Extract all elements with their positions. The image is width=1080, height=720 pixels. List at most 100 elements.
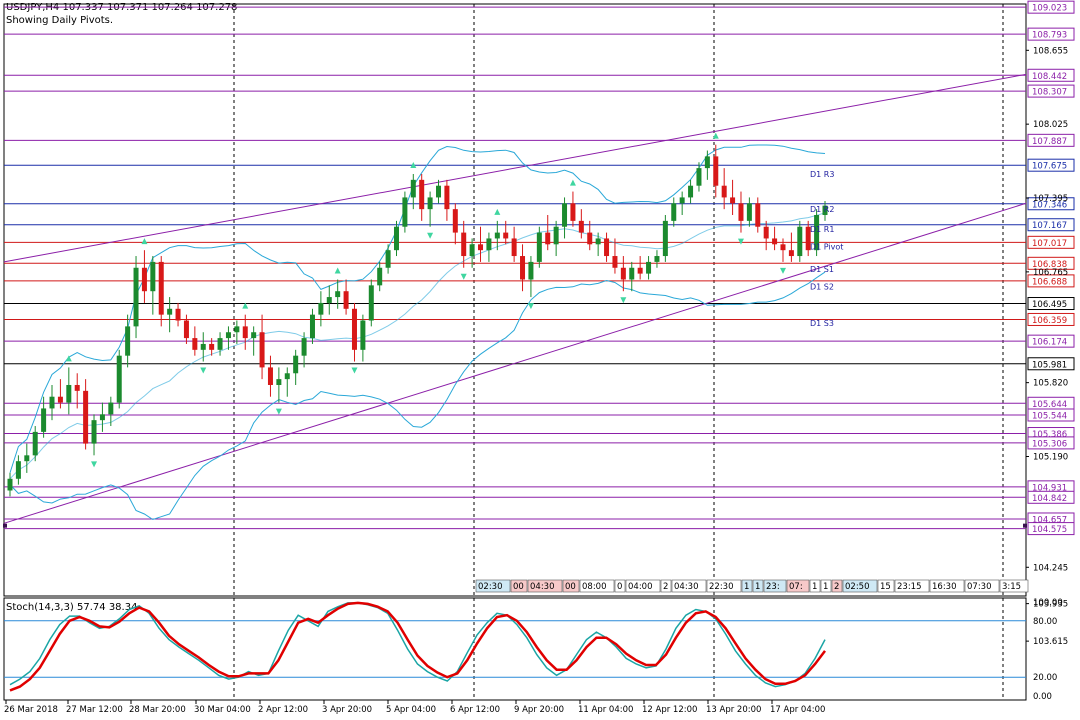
x-axis-label: 26 Mar 2018 — [4, 705, 58, 715]
pivot-label: D1 R3 — [810, 170, 834, 179]
price-level-tag-label: 106.495 — [1032, 300, 1067, 310]
candle-body — [562, 203, 568, 227]
price-level-tag-label: 104.842 — [1032, 494, 1067, 504]
session-box-label: 08:00 — [582, 582, 607, 592]
x-axis-label: 28 Mar 20:00 — [129, 705, 186, 715]
x-axis-label: 17 Apr 04:00 — [770, 705, 825, 715]
x-axis-label: 12 Apr 12:00 — [642, 705, 697, 715]
candle-body — [427, 197, 433, 210]
candle-body — [730, 197, 736, 204]
session-box-label: 07: — [789, 582, 803, 592]
candle-body — [293, 355, 299, 374]
price-level-tag-label: 105.544 — [1032, 412, 1067, 422]
axis-tick-label: 107.395 — [1033, 194, 1068, 204]
candle-body — [679, 197, 685, 204]
candle-body — [108, 402, 114, 415]
price-level-tag — [1027, 408, 1075, 422]
session-box — [562, 579, 580, 593]
pivot-label: D1 S2 — [810, 283, 834, 292]
x-axis-label: 3 Apr 20:00 — [322, 705, 372, 715]
price-level-tag — [1027, 436, 1075, 450]
x-axis-label: 11 Apr 04:00 — [578, 705, 633, 715]
candle-body — [217, 338, 223, 350]
fractal-up-icon — [141, 238, 148, 245]
candle-body — [83, 390, 89, 444]
candle-body — [738, 203, 744, 221]
candle-body — [74, 384, 80, 391]
candle-body — [335, 291, 341, 298]
fractal-up-icon — [242, 302, 249, 309]
price-panel-frame — [3, 3, 1027, 597]
price-level-tag — [1027, 27, 1075, 41]
session-box — [671, 579, 707, 593]
session-box-label: 1 — [823, 582, 828, 592]
session-box — [527, 579, 563, 593]
axis-tick-label: 106.765 — [1033, 268, 1068, 278]
edge-marker — [3, 523, 7, 528]
candle-body — [805, 226, 811, 251]
candle-body — [49, 396, 55, 409]
candle-body — [133, 267, 139, 327]
candle-body — [125, 326, 131, 356]
session-box — [820, 579, 832, 593]
candle-body — [511, 238, 517, 257]
fractal-down-icon — [351, 367, 358, 374]
axis-tick-label: 105.190 — [1033, 452, 1068, 462]
candle-body — [175, 308, 181, 321]
candle-body — [528, 261, 534, 280]
candle-body — [91, 420, 97, 444]
candle-body — [7, 478, 13, 491]
price-level-tag-label: 106.838 — [1032, 260, 1067, 270]
session-box — [842, 579, 878, 593]
session-box-label: 2 — [663, 582, 668, 592]
stoch-panel-frame — [3, 597, 1027, 701]
pivot-label: D1 R1 — [810, 225, 834, 234]
session-box-label: 00 — [565, 582, 576, 592]
candle-body — [578, 220, 584, 233]
candle-body — [755, 203, 761, 227]
candle-body — [402, 197, 408, 227]
candle-body — [234, 326, 240, 333]
session-box-label: 23: — [766, 582, 780, 592]
pivot-label: D1 S1 — [810, 265, 834, 274]
trendline-lower — [3, 202, 1027, 524]
candle-body — [99, 414, 105, 421]
price-level-tag-label: 105.386 — [1032, 430, 1067, 440]
candle-body — [192, 338, 198, 350]
price-level-tag — [1027, 0, 1075, 14]
price-level-tag — [1027, 197, 1075, 211]
candle-body — [351, 308, 357, 350]
x-axis-label: 5 Apr 04:00 — [386, 705, 436, 715]
price-level-tag-label: 108.307 — [1032, 88, 1067, 98]
price-level-tag — [1027, 357, 1075, 371]
candle-body — [267, 367, 273, 385]
pivot-label: D1 Pivot — [810, 243, 843, 252]
candle-body — [721, 185, 727, 198]
pivot-label: D1 R2 — [810, 205, 834, 214]
candle-body — [788, 250, 794, 257]
session-box — [660, 579, 672, 593]
price-level-tag — [1027, 522, 1075, 536]
stoch-axis-label: 80.00 — [1033, 617, 1057, 627]
session-box-label: 0 — [617, 582, 622, 592]
x-axis-label: 13 Apr 20:00 — [706, 705, 761, 715]
candle-body — [57, 396, 63, 403]
candle-body — [646, 261, 652, 274]
candle-body — [763, 226, 769, 239]
session-box-label: 00 — [513, 582, 524, 592]
session-box — [877, 579, 895, 593]
candle-body — [797, 226, 803, 257]
candle-body — [167, 308, 173, 315]
fractal-up-icon — [569, 179, 576, 186]
session-box — [475, 579, 511, 593]
candle-body — [309, 314, 315, 339]
session-box-label: 1 — [812, 582, 817, 592]
candle-body — [284, 373, 290, 380]
session-box — [741, 579, 753, 593]
axis-tick-label: 108.025 — [1033, 120, 1068, 130]
price-level-tag-label: 107.017 — [1032, 239, 1067, 249]
price-level-tag — [1027, 490, 1075, 504]
price-level-tag-label: 109.023 — [1032, 4, 1067, 14]
x-axis-label: 9 Apr 20:00 — [514, 705, 564, 715]
